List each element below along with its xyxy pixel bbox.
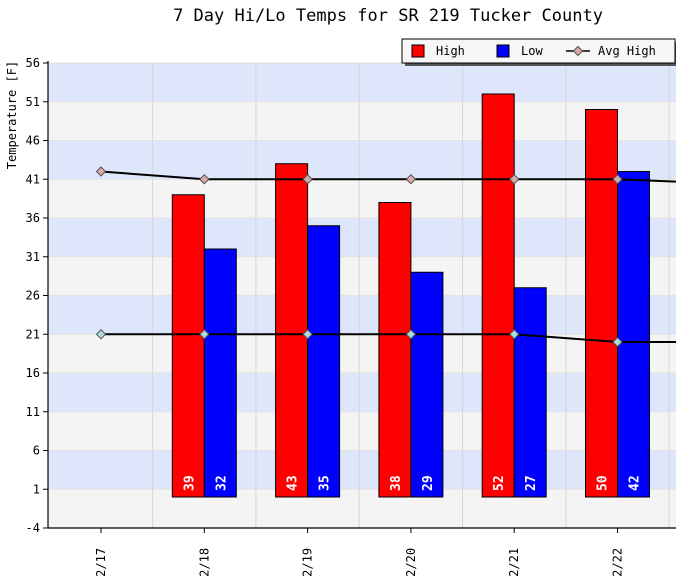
line-marker [199, 329, 210, 340]
bar-value-label: 27 [524, 475, 539, 491]
x-tick-label: 12/21 [507, 548, 521, 576]
bar-high-12-22 [585, 109, 618, 498]
plot-bands [48, 62, 676, 529]
x-ticks: 12/17 12/18 12/19 12/20 12/21 12/22 [94, 528, 625, 576]
bar-low-12-21 [513, 287, 547, 498]
line-marker [612, 336, 623, 348]
bar-high-12-21 [481, 93, 515, 498]
bar-value-label: 39 [182, 475, 197, 491]
line-marker [612, 174, 623, 185]
y-tick-label: 51 [26, 95, 40, 109]
y-tick-label: 1 [33, 482, 40, 496]
bar-labels: 39 43 38 52 50 32 35 29 27 42 [182, 475, 642, 491]
line-marker [95, 329, 107, 340]
legend-label: Avg High [598, 44, 656, 58]
plot-band [48, 373, 676, 412]
legend: High Low Avg High [401, 38, 676, 66]
y-tick-label: 31 [26, 250, 40, 264]
bar-low-12-20 [410, 271, 444, 498]
bar-low-12-19 [307, 225, 341, 498]
y-tick-label: 56 [26, 56, 40, 70]
plot-band [48, 101, 676, 141]
plot-band [48, 450, 676, 490]
plot-band [48, 63, 676, 102]
y-tick-label: 11 [26, 405, 40, 419]
line-marker [405, 329, 417, 340]
y-tick-label: 26 [26, 289, 40, 303]
line-marker [95, 166, 107, 177]
bar-high-12-19 [275, 163, 309, 498]
bar-high-12-18 [171, 194, 205, 498]
y-tick-label: 41 [26, 172, 40, 186]
legend-swatch [411, 44, 425, 58]
plot-band [48, 489, 676, 528]
line-marker [302, 174, 313, 185]
lines [95, 166, 676, 348]
plot-band [48, 218, 676, 257]
line-marker [508, 329, 520, 340]
legend-marker [572, 45, 584, 57]
bar-value-label: 50 [596, 475, 611, 491]
plot-band [48, 140, 676, 180]
x-tick-label: 12/20 [404, 548, 418, 576]
line-marker [199, 174, 210, 185]
bar-high-12-20 [378, 202, 412, 498]
bar-value-label: 35 [318, 475, 333, 491]
bars [171, 93, 650, 498]
bar-value-label: 29 [421, 475, 436, 491]
bar-low-12-18 [203, 248, 237, 498]
line-marker [405, 174, 417, 185]
legend-box [401, 38, 676, 64]
vertical-gridlines [152, 63, 670, 528]
y-tick-label: 46 [26, 134, 40, 148]
legend-label: High [436, 44, 465, 58]
chart-title: 7 Day Hi/Lo Temps for SR 219 Tucker Coun… [173, 6, 603, 26]
y-tick-label: 6 [33, 444, 40, 458]
bar-low-12-22 [617, 171, 650, 498]
plot-band [48, 411, 676, 451]
bar-value-label: 43 [286, 475, 301, 491]
y-tick-label: 16 [26, 366, 40, 380]
x-tick-label: 12/22 [611, 548, 625, 576]
x-tick-label: 12/17 [94, 548, 108, 576]
legend-label: Low [521, 44, 543, 58]
y-tick-label: 21 [26, 327, 40, 341]
x-tick-label: 12/18 [197, 548, 211, 576]
bar-value-label: 38 [389, 475, 404, 491]
bar-value-label: 42 [628, 475, 643, 491]
x-tick-label: 12/19 [301, 548, 315, 576]
y-axis-label: Temperature [F] [5, 61, 19, 169]
y-tick-label: -4 [26, 521, 40, 535]
bar-value-label: 32 [214, 475, 229, 491]
y-tick-label: 36 [26, 211, 40, 225]
line-marker [508, 174, 520, 185]
line-marker [302, 329, 313, 340]
bar-value-label: 52 [492, 475, 507, 491]
plot-band [48, 179, 676, 218]
legend-swatch [496, 44, 510, 58]
plot-band [48, 256, 676, 296]
plot-band [48, 295, 676, 335]
